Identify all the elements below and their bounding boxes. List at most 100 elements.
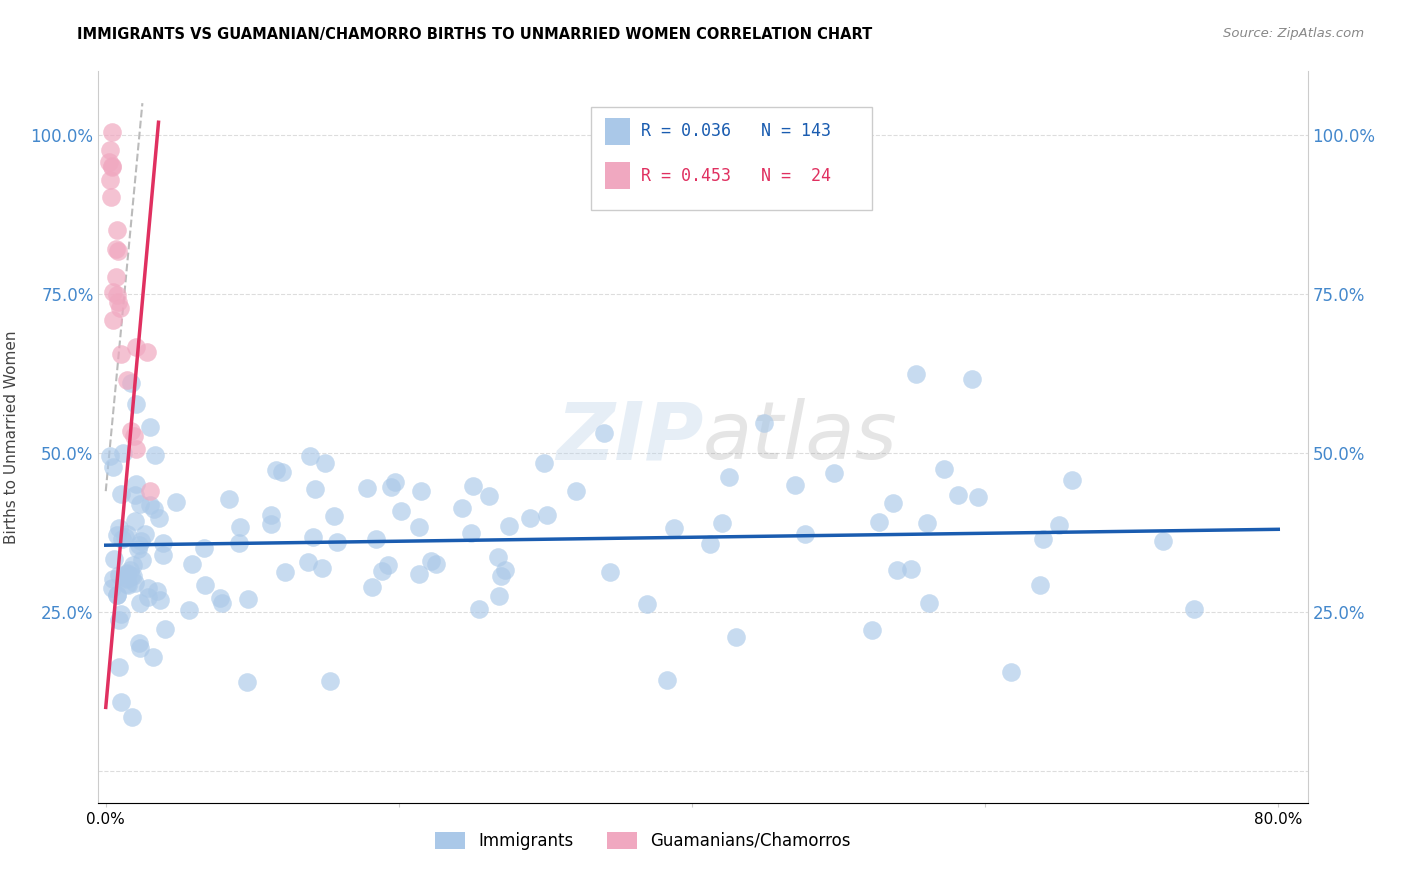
Point — [389, 504, 412, 518]
Point — [208, 591, 231, 606]
Point — [103, 285, 125, 300]
Point — [108, 660, 131, 674]
Point — [1032, 533, 1054, 547]
Point — [118, 563, 141, 577]
Point — [1000, 665, 1022, 680]
Point — [1062, 473, 1084, 487]
Point — [918, 596, 941, 610]
Point — [273, 565, 295, 579]
Point — [117, 578, 139, 592]
Point — [139, 420, 162, 434]
Point — [934, 461, 956, 475]
Point — [304, 482, 326, 496]
Point — [120, 568, 142, 582]
Point — [124, 487, 146, 501]
Point — [131, 553, 153, 567]
Point — [409, 483, 432, 498]
Point — [711, 516, 734, 530]
Point — [134, 527, 156, 541]
Text: R = 0.036   N = 143: R = 0.036 N = 143 — [641, 122, 831, 140]
Point — [302, 530, 325, 544]
Point — [135, 344, 157, 359]
Point — [823, 467, 845, 481]
Point — [1029, 578, 1052, 592]
Point — [111, 532, 134, 546]
Point — [122, 558, 145, 573]
Point — [105, 588, 128, 602]
Point — [115, 571, 138, 585]
Point — [461, 479, 484, 493]
Text: ZIP: ZIP — [555, 398, 703, 476]
Point — [785, 478, 807, 492]
Point — [105, 242, 128, 256]
Point — [664, 521, 686, 535]
Point — [725, 630, 748, 644]
Point — [326, 534, 349, 549]
Point — [1152, 533, 1174, 548]
Point — [960, 372, 983, 386]
Point — [124, 576, 146, 591]
Legend: Immigrants, Guamanians/Chamorros: Immigrants, Guamanians/Chamorros — [427, 825, 858, 856]
Point — [115, 572, 138, 586]
Point — [103, 460, 125, 475]
Point — [101, 581, 124, 595]
Point — [103, 313, 125, 327]
Point — [478, 489, 501, 503]
Point — [886, 563, 908, 577]
Point — [120, 376, 142, 390]
Point — [128, 497, 150, 511]
Point — [194, 578, 217, 592]
Point — [699, 537, 721, 551]
Point — [129, 533, 152, 548]
Point — [114, 530, 136, 544]
Point — [110, 696, 132, 710]
Point — [377, 558, 399, 572]
Point — [115, 527, 138, 541]
Point — [110, 347, 132, 361]
Point — [105, 588, 128, 602]
Point — [419, 554, 441, 568]
Point — [636, 597, 658, 611]
Point — [1182, 602, 1205, 616]
Point — [110, 487, 132, 501]
Point — [127, 542, 149, 557]
Point — [100, 190, 122, 204]
Point — [152, 535, 174, 549]
Point — [311, 561, 333, 575]
Point — [565, 484, 588, 499]
Point — [408, 567, 430, 582]
Point — [270, 466, 292, 480]
Point — [98, 449, 121, 463]
Point — [860, 624, 883, 638]
Point — [533, 457, 555, 471]
Point — [117, 566, 139, 580]
Point — [165, 495, 187, 509]
Point — [108, 613, 131, 627]
Point — [1047, 517, 1070, 532]
Point — [408, 520, 430, 534]
Point — [103, 551, 125, 566]
Point — [120, 424, 142, 438]
Point — [136, 582, 159, 596]
Point — [97, 154, 120, 169]
Point — [122, 429, 145, 443]
Point — [297, 555, 319, 569]
Point — [108, 301, 131, 315]
Point — [101, 572, 124, 586]
Point — [259, 508, 281, 523]
Point — [143, 448, 166, 462]
Point — [146, 583, 169, 598]
Point — [882, 496, 904, 510]
Point — [124, 442, 146, 456]
Text: R = 0.453   N =  24: R = 0.453 N = 24 — [641, 167, 831, 185]
Point — [488, 589, 510, 603]
Point — [370, 565, 392, 579]
Point — [946, 488, 969, 502]
Point — [425, 557, 447, 571]
Point — [104, 269, 127, 284]
Point — [486, 549, 509, 564]
Point — [238, 592, 260, 607]
Point — [177, 603, 200, 617]
Point — [264, 463, 287, 477]
Point — [101, 160, 124, 174]
